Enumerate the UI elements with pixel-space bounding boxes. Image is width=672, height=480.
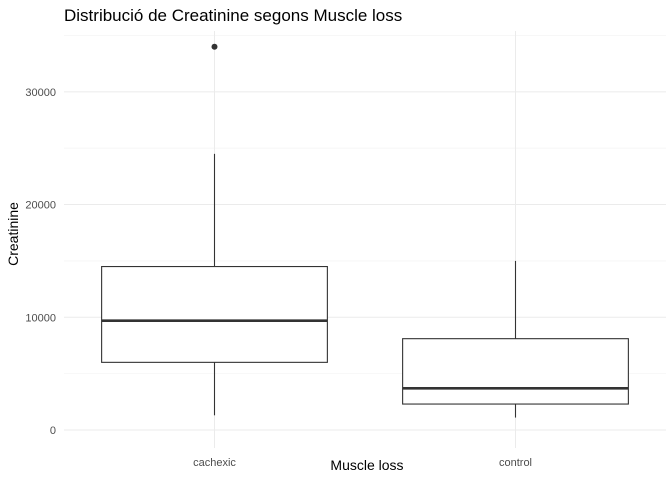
y-axis-ticks: 0 10000 20000 30000	[25, 87, 56, 437]
boxes-layer	[101, 43, 629, 418]
x-tick-label: cachexic	[193, 457, 236, 469]
outlier-point	[211, 43, 218, 50]
box-group-control	[402, 260, 629, 418]
box-iqr	[101, 265, 328, 363]
y-tick-label: 0	[50, 425, 56, 437]
y-tick-label: 10000	[25, 312, 56, 324]
y-tick-label: 20000	[25, 200, 56, 212]
box-iqr	[402, 338, 629, 405]
box-group-cachexic	[101, 43, 328, 416]
chart-title: Distribució de Creatinine segons Muscle …	[64, 6, 402, 25]
x-axis-ticks: cachexic control	[193, 457, 532, 469]
y-axis-title: Creatinine	[5, 202, 21, 266]
x-tick-label: control	[499, 457, 532, 469]
y-tick-label: 30000	[25, 87, 56, 99]
x-axis-title: Muscle loss	[330, 457, 403, 473]
